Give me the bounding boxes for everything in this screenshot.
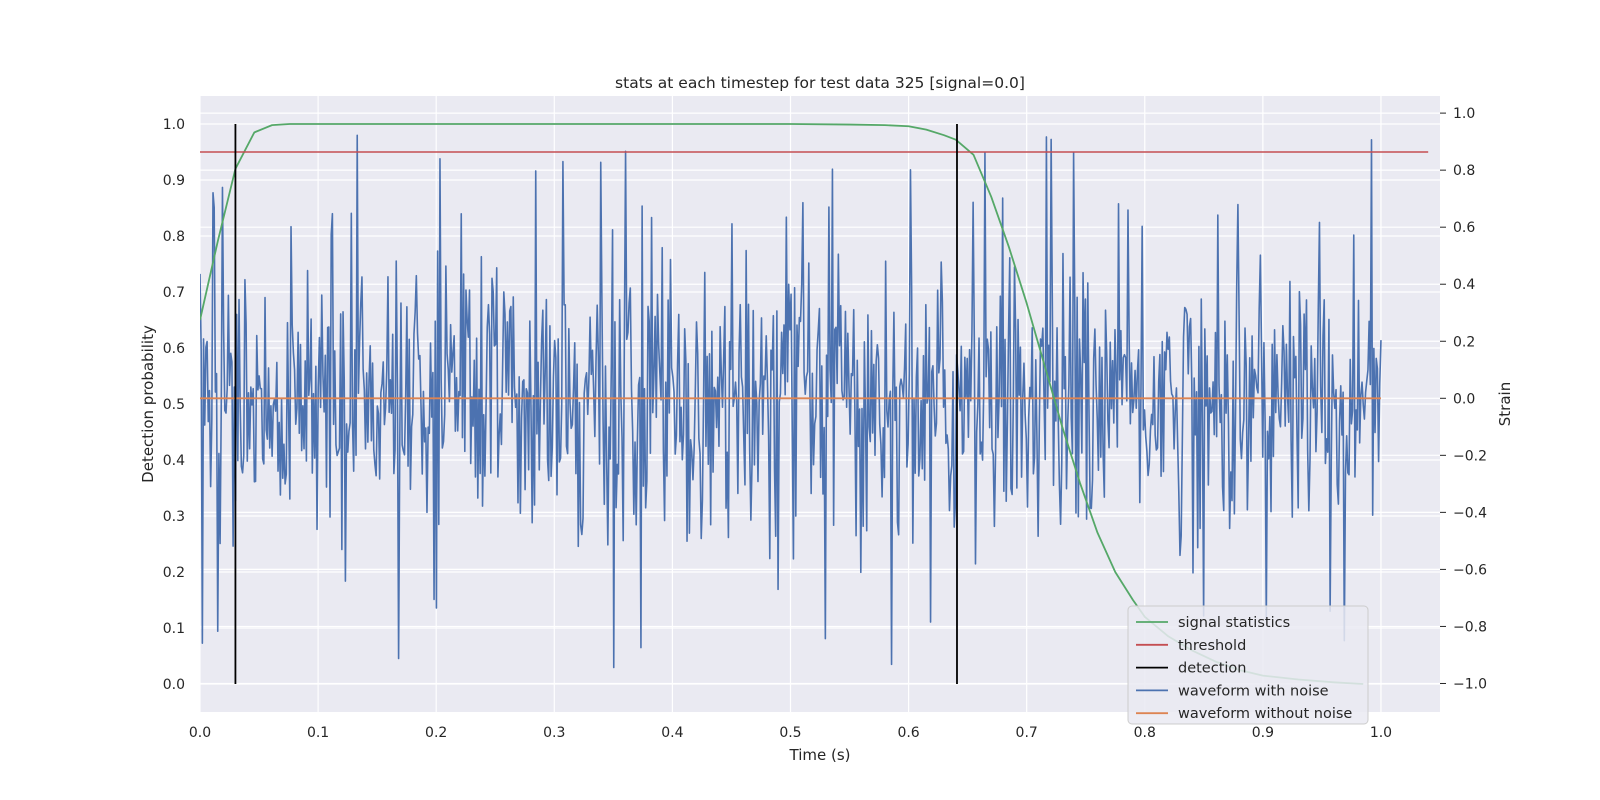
x-tick-label: 0.7 xyxy=(1016,725,1038,741)
y-right-tick-label: −0.8 xyxy=(1453,619,1487,635)
series-waveform-with-noise xyxy=(200,134,1382,669)
y-right-tick-label: −1.0 xyxy=(1453,676,1487,692)
legend-label: waveform without noise xyxy=(1178,706,1352,722)
x-tick-label: 0.5 xyxy=(779,725,801,741)
y-tick-label: 0.7 xyxy=(163,285,185,301)
x-tick-label: 0.8 xyxy=(1134,725,1156,741)
x-tick-label: 0.3 xyxy=(543,725,565,741)
y-right-tick-label: 0.4 xyxy=(1453,277,1475,293)
y-tick-label: 1.0 xyxy=(163,117,185,133)
y-tick-label: 0.8 xyxy=(163,229,185,245)
y-tick-label: 0.0 xyxy=(163,677,185,693)
legend-label: detection xyxy=(1178,661,1246,677)
x-tick-label: 0.9 xyxy=(1252,725,1274,741)
x-tick-label: 0.6 xyxy=(897,725,919,741)
y-right-tick-label: −0.6 xyxy=(1453,562,1487,578)
y-axis-right-label: Strain xyxy=(1496,382,1514,426)
x-tick-label: 1.0 xyxy=(1370,725,1392,741)
chart-title: stats at each timestep for test data 325… xyxy=(615,74,1025,92)
y-axis-label: Detection probability xyxy=(139,325,157,483)
y-tick-label: 0.3 xyxy=(163,509,185,525)
y-right-tick-label: 0.2 xyxy=(1453,334,1475,350)
y-tick-label: 0.5 xyxy=(163,397,185,413)
y-right-tick-label: −0.2 xyxy=(1453,448,1487,464)
y-right-tick-label: 1.0 xyxy=(1453,106,1475,122)
y-tick-label: 0.6 xyxy=(163,341,185,357)
y-right-tick-label: 0.0 xyxy=(1453,391,1475,407)
x-axis-label: Time (s) xyxy=(789,746,851,764)
y-tick-label: 0.1 xyxy=(163,621,185,637)
legend-label: threshold xyxy=(1178,638,1246,654)
y-tick-label: 0.2 xyxy=(163,565,185,581)
x-axis-ticks: 0.0 0.1 0.2 0.3 0.4 0.5 0.6 0.7 0.8 0.9 1.0 xyxy=(189,725,1392,741)
x-tick-label: 0.1 xyxy=(307,725,329,741)
legend: signal statistics threshold detection wavef… xyxy=(1127,605,1369,725)
x-tick-label: 0.2 xyxy=(425,725,447,741)
y-axis-ticks: 0.0 0.1 0.2 0.3 0.4 0.5 0.6 0.7 0.8 0.9 1.0 xyxy=(163,117,185,693)
x-tick-label: 0.4 xyxy=(661,725,683,741)
legend-frame xyxy=(1127,605,1369,725)
y-right-tick-label: 0.6 xyxy=(1453,220,1475,236)
y-tick-label: 0.9 xyxy=(163,173,185,189)
y-right-tick-label: −0.4 xyxy=(1453,505,1487,521)
y-right-tick-label: 0.8 xyxy=(1453,163,1475,179)
legend-label: signal statistics xyxy=(1178,615,1290,631)
y-tick-label: 0.4 xyxy=(163,453,185,469)
y-axis-right-ticks: −1.0 −0.8 −0.6 −0.4 −0.2 0.0 0.2 0.4 0.6 0.8 1.0 xyxy=(1440,106,1487,692)
x-tick-label: 0.0 xyxy=(189,725,211,741)
legend-label: waveform with noise xyxy=(1178,683,1329,699)
